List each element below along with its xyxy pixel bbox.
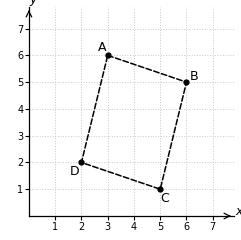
Text: C: C [160, 192, 168, 205]
Text: B: B [189, 70, 198, 83]
Text: x: x [235, 205, 241, 218]
Text: D: D [69, 165, 79, 178]
Text: A: A [98, 41, 106, 54]
Text: y: y [29, 0, 37, 6]
